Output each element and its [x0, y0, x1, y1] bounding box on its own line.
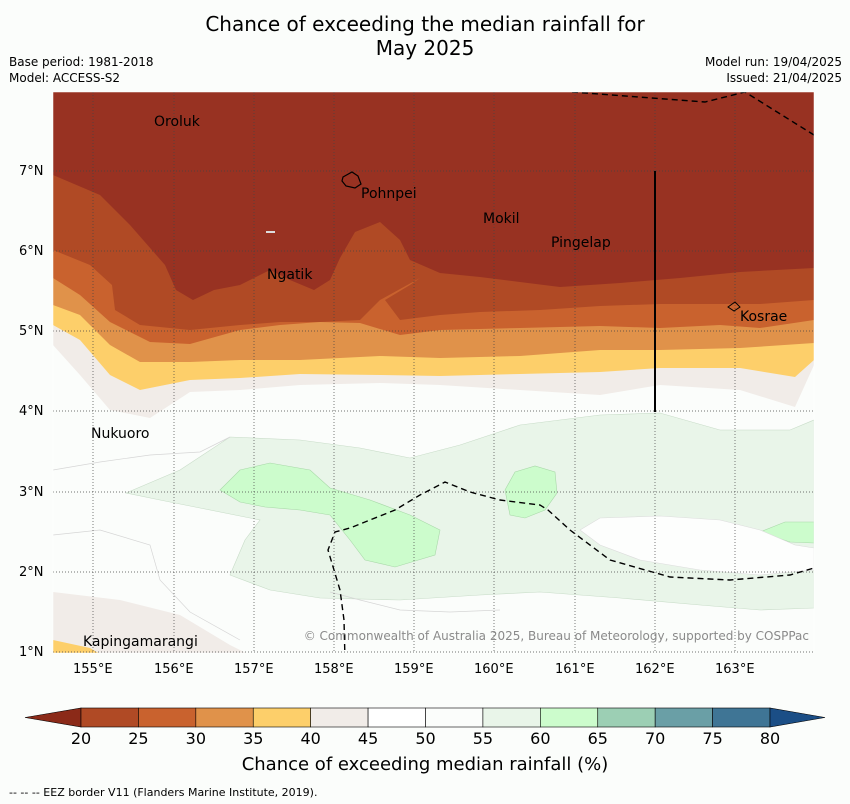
colorbar-swatch — [80, 707, 139, 728]
band-50-55 — [579, 515, 814, 576]
band-60-65-a — [219, 462, 441, 568]
colorbar-swatch — [425, 707, 484, 728]
lat-label: 2°N — [19, 565, 44, 580]
colorbar-tick-label: 35 — [243, 729, 264, 748]
colorbar-swatch — [482, 707, 541, 728]
label-nukuoro: Nukuoro — [91, 426, 149, 442]
colorbar-tick-label: 55 — [472, 729, 494, 748]
label-oroluk: Oroluk — [154, 114, 201, 130]
colorbar-swatch — [540, 707, 599, 728]
band-35-40-south — [53, 640, 99, 653]
label-kapingamarangi: Kapingamarangi — [83, 634, 198, 650]
model-run: Model run: 19/04/2025 — [704, 55, 842, 69]
meta-right: Model run: 19/04/2025 Issued: 21/04/2025 — [705, 54, 842, 86]
map-frame — [52, 91, 815, 654]
colorbar-swatch — [138, 707, 197, 728]
colorbar-tick-label: 80 — [759, 729, 781, 748]
place-labels: Oroluk Pohnpei Mokil Pingelap Ngatik Kos… — [83, 114, 787, 650]
colorbar-swatch — [310, 707, 369, 728]
colorbar-tick-label: 50 — [415, 729, 436, 748]
label-ngatik: Ngatik — [267, 267, 313, 283]
eez-border — [327, 92, 814, 653]
title-line-2: May 2025 — [375, 36, 475, 60]
colorbar-swatch — [597, 707, 656, 728]
colorbar-swatch — [252, 707, 311, 728]
band-40-45-south — [53, 592, 246, 653]
label-pohnpei: Pohnpei — [361, 186, 417, 202]
band-55-60 — [124, 412, 814, 611]
map-plot: Oroluk Pohnpei Mokil Pingelap Ngatik Kos… — [53, 92, 814, 653]
label-mokil: Mokil — [483, 211, 520, 227]
colorbar-tick-label: 65 — [587, 729, 608, 748]
colorbar-tick-label: 30 — [185, 729, 206, 748]
lon-label: 161°E — [555, 662, 595, 677]
lon-label: 162°E — [635, 662, 675, 677]
colorbar-tick-label: 70 — [644, 729, 666, 748]
lon-label: 156°E — [154, 662, 194, 677]
colorbar-title: Chance of exceeding median rainfall (%) — [241, 754, 609, 775]
label-kosrae: Kosrae — [740, 309, 787, 325]
lon-label: 155°E — [73, 662, 113, 677]
map-title: Chance of exceeding the median rainfall … — [0, 12, 850, 60]
lat-label: 5°N — [19, 324, 44, 339]
lon-label: 163°E — [715, 662, 755, 677]
eez-legend: -- -- -- EEZ border V11 (Flanders Marine… — [9, 786, 318, 799]
label-pingelap: Pingelap — [551, 235, 611, 251]
lat-label: 4°N — [19, 404, 44, 419]
band-below-20 — [53, 92, 814, 300]
lon-label: 160°E — [474, 662, 514, 677]
model-name: Model: ACCESS-S2 — [9, 71, 121, 85]
title-line-1: Chance of exceeding the median rainfall … — [205, 12, 645, 36]
colorbar-extend-high — [769, 707, 826, 728]
colorbar-tick-label: 45 — [357, 729, 379, 748]
lon-label: 157°E — [234, 662, 274, 677]
colorbar-swatch — [195, 707, 254, 728]
issued-date: Issued: 21/04/2025 — [726, 71, 842, 85]
kosrae-island — [727, 301, 741, 312]
meta-left: Base period: 1981-2018 Model: ACCESS-S2 — [9, 54, 154, 86]
lat-label: 1°N — [19, 645, 44, 660]
lat-label: 7°N — [19, 164, 44, 179]
pohnpei-island — [341, 171, 362, 189]
base-period: Base period: 1981-2018 — [9, 55, 154, 69]
colorbar-tick-label: 40 — [300, 729, 321, 748]
band-60-65-c — [759, 521, 814, 544]
lat-label: 3°N — [19, 485, 44, 500]
contour-lines — [53, 436, 501, 641]
lon-label: 159°E — [394, 662, 434, 677]
colorbar-swatch — [712, 707, 771, 728]
colorbar-tick-label: 60 — [530, 729, 551, 748]
colorbar-swatch — [367, 707, 426, 728]
colorbar-tick-label: 25 — [128, 729, 149, 748]
colorbar-tick-label: 20 — [70, 729, 92, 748]
lon-label: 158°E — [314, 662, 354, 677]
colorbar-tick-label: 75 — [702, 729, 723, 748]
copyright-text: © Commonwealth of Australia 2025, Bureau… — [304, 629, 809, 643]
colorbar — [24, 707, 826, 728]
colorbar-swatch — [654, 707, 713, 728]
lat-label: 6°N — [19, 244, 44, 259]
colorbar-extend-low — [24, 707, 82, 728]
